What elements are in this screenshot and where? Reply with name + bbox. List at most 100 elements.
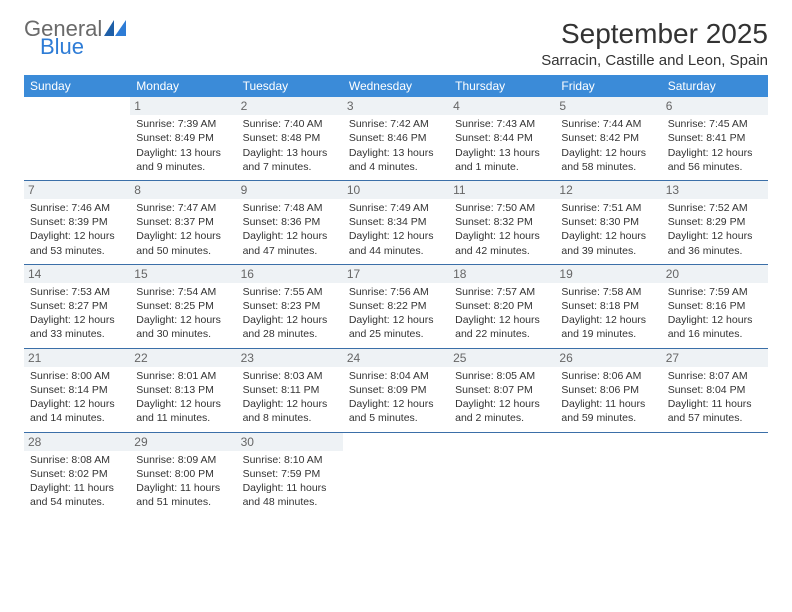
- sunset-text: Sunset: 8:13 PM: [136, 383, 230, 397]
- sunrise-text: Sunrise: 7:46 AM: [30, 201, 124, 215]
- calendar-day: 19Sunrise: 7:58 AMSunset: 8:18 PMDayligh…: [555, 265, 661, 348]
- dayname-saturday: Saturday: [662, 79, 768, 93]
- sunset-text: Sunset: 8:29 PM: [668, 215, 762, 229]
- calendar-day: 4Sunrise: 7:43 AMSunset: 8:44 PMDaylight…: [449, 97, 555, 180]
- dayname-friday: Friday: [555, 79, 661, 93]
- daylight-text: Daylight: 12 hours and 53 minutes.: [30, 229, 124, 257]
- calendar-header-row: Sunday Monday Tuesday Wednesday Thursday…: [24, 75, 768, 97]
- sunset-text: Sunset: 8:22 PM: [349, 299, 443, 313]
- sunset-text: Sunset: 8:02 PM: [30, 467, 124, 481]
- daylight-text: Daylight: 12 hours and 36 minutes.: [668, 229, 762, 257]
- calendar-day: 22Sunrise: 8:01 AMSunset: 8:13 PMDayligh…: [130, 349, 236, 432]
- dayname-monday: Monday: [130, 79, 236, 93]
- daylight-text: Daylight: 12 hours and 44 minutes.: [349, 229, 443, 257]
- sunrise-text: Sunrise: 8:08 AM: [30, 453, 124, 467]
- daylight-text: Daylight: 12 hours and 30 minutes.: [136, 313, 230, 341]
- calendar-week: 1 Sunrise: 7:39 AMSunset: 8:49 PM Daylight…: [24, 97, 768, 181]
- sunrise-text: Sunrise: 7:39 AM: [136, 117, 230, 131]
- sunrise-text: Sunrise: 7:59 AM: [668, 285, 762, 299]
- daylight-text: Daylight: 12 hours and 16 minutes.: [668, 313, 762, 341]
- daylight-text: Daylight: 11 hours and 51 minutes.: [136, 481, 230, 509]
- sunset-text: Sunset: 8:09 PM: [349, 383, 443, 397]
- daylight-text: Daylight: 12 hours and 19 minutes.: [561, 313, 655, 341]
- sunset-text: Sunset: 8:27 PM: [30, 299, 124, 313]
- sunset-text: Sunset: 8:36 PM: [243, 215, 337, 229]
- day-number: 18: [449, 265, 555, 283]
- calendar-day: 13Sunrise: 7:52 AMSunset: 8:29 PMDayligh…: [662, 181, 768, 264]
- sunrise-text: Sunrise: 8:06 AM: [561, 369, 655, 383]
- day-number: 28: [24, 433, 130, 451]
- day-number: 19: [555, 265, 661, 283]
- daylight-text: Daylight: 12 hours and 50 minutes.: [136, 229, 230, 257]
- sunset-text: Sunset: 8:46 PM: [349, 131, 443, 145]
- daylight-text: Daylight: 13 hours and 4 minutes.: [349, 146, 443, 174]
- calendar-day: 21 Sunrise: 8:00 AMSunset: 8:14 PMDayligh…: [24, 349, 130, 432]
- day-number: 21: [24, 349, 130, 367]
- daylight-text: Daylight: 11 hours and 57 minutes.: [668, 397, 762, 425]
- sunrise-text: Sunrise: 8:00 AM: [30, 369, 124, 383]
- dayname-thursday: Thursday: [449, 79, 555, 93]
- daylight-text: Daylight: 11 hours and 48 minutes.: [243, 481, 337, 509]
- day-number: 16: [237, 265, 343, 283]
- sunrise-text: Sunrise: 7:56 AM: [349, 285, 443, 299]
- day-number: 2: [237, 97, 343, 115]
- sunset-text: Sunset: 8:48 PM: [243, 131, 337, 145]
- sunset-text: Sunset: 8:07 PM: [455, 383, 549, 397]
- dayname-sunday: Sunday: [24, 79, 130, 93]
- calendar-day: 29Sunrise: 8:09 AMSunset: 8:00 PMDayligh…: [130, 433, 236, 516]
- calendar-day: 6Sunrise: 7:45 AMSunset: 8:41 PMDaylight…: [662, 97, 768, 180]
- day-number: 6: [662, 97, 768, 115]
- calendar-day: 5Sunrise: 7:44 AMSunset: 8:42 PMDaylight…: [555, 97, 661, 180]
- day-number: 10: [343, 181, 449, 199]
- sunrise-text: Sunrise: 7:58 AM: [561, 285, 655, 299]
- day-number: 17: [343, 265, 449, 283]
- sunset-text: Sunset: 8:14 PM: [30, 383, 124, 397]
- sunrise-text: Sunrise: 7:44 AM: [561, 117, 655, 131]
- sunrise-text: Sunrise: 8:01 AM: [136, 369, 230, 383]
- sunset-text: Sunset: 8:34 PM: [349, 215, 443, 229]
- calendar-day: 27Sunrise: 8:07 AMSunset: 8:04 PMDayligh…: [662, 349, 768, 432]
- calendar-day: 2 Sunrise: 7:40 AMSunset: 8:48 PMDaylight…: [237, 97, 343, 180]
- sunset-text: Sunset: 8:42 PM: [561, 131, 655, 145]
- calendar-day: 23Sunrise: 8:03 AMSunset: 8:11 PMDayligh…: [237, 349, 343, 432]
- sunset-text: Sunset: 8:04 PM: [668, 383, 762, 397]
- dayname-tuesday: Tuesday: [237, 79, 343, 93]
- calendar-day: 7Sunrise: 7:46 AMSunset: 8:39 PMDaylight…: [24, 181, 130, 264]
- sunrise-text: Sunrise: 7:42 AM: [349, 117, 443, 131]
- day-number: 1: [130, 97, 236, 115]
- daylight-text: Daylight: 12 hours and 5 minutes.: [349, 397, 443, 425]
- location-label: Sarracin, Castille and Leon, Spain: [541, 52, 768, 69]
- sunrise-text: Sunrise: 8:09 AM: [136, 453, 230, 467]
- day-number: 8: [130, 181, 236, 199]
- sunset-text: Sunset: 8:44 PM: [455, 131, 549, 145]
- sunrise-text: Sunrise: 7:47 AM: [136, 201, 230, 215]
- calendar-week: 28 Sunrise: 8:08 AMSunset: 8:02 PM Dayligh…: [24, 433, 768, 516]
- calendar-day: 14Sunrise: 7:53 AMSunset: 8:27 PMDayligh…: [24, 265, 130, 348]
- sunset-text: Sunset: 8:49 PM: [136, 131, 230, 145]
- daylight-text: Daylight: 12 hours and 2 minutes.: [455, 397, 549, 425]
- calendar-day: 28Sunrise: 8:08 AMSunset: 8:02 PMDayligh…: [24, 433, 130, 516]
- day-number: 12: [555, 181, 661, 199]
- daylight-text: Daylight: 13 hours and 7 minutes.: [243, 146, 337, 174]
- daylight-text: Daylight: 12 hours and 11 minutes.: [136, 397, 230, 425]
- sunrise-text: Sunrise: 8:04 AM: [349, 369, 443, 383]
- calendar-day: 20Sunrise: 7:59 AMSunset: 8:16 PMDayligh…: [662, 265, 768, 348]
- sunrise-text: Sunrise: 7:40 AM: [243, 117, 337, 131]
- sunset-text: Sunset: 8:41 PM: [668, 131, 762, 145]
- calendar-day-empty: [449, 433, 555, 516]
- calendar-week: 14Sunrise: 7:53 AMSunset: 8:27 PMDayligh…: [24, 265, 768, 349]
- calendar-page: General Blue September 2025 Sarracin, Ca…: [0, 0, 792, 533]
- sunset-text: Sunset: 8:23 PM: [243, 299, 337, 313]
- day-number: 29: [130, 433, 236, 451]
- sunrise-text: Sunrise: 7:57 AM: [455, 285, 549, 299]
- daylight-text: Daylight: 13 hours and 1 minute.: [455, 146, 549, 174]
- day-number: 5: [555, 97, 661, 115]
- calendar-day-empty: [343, 433, 449, 516]
- sunrise-text: Sunrise: 7:51 AM: [561, 201, 655, 215]
- daylight-text: Daylight: 12 hours and 47 minutes.: [243, 229, 337, 257]
- daylight-text: Daylight: 12 hours and 14 minutes.: [30, 397, 124, 425]
- sunrise-text: Sunrise: 7:48 AM: [243, 201, 337, 215]
- day-number: 27: [662, 349, 768, 367]
- sunrise-text: Sunrise: 7:49 AM: [349, 201, 443, 215]
- day-number: 15: [130, 265, 236, 283]
